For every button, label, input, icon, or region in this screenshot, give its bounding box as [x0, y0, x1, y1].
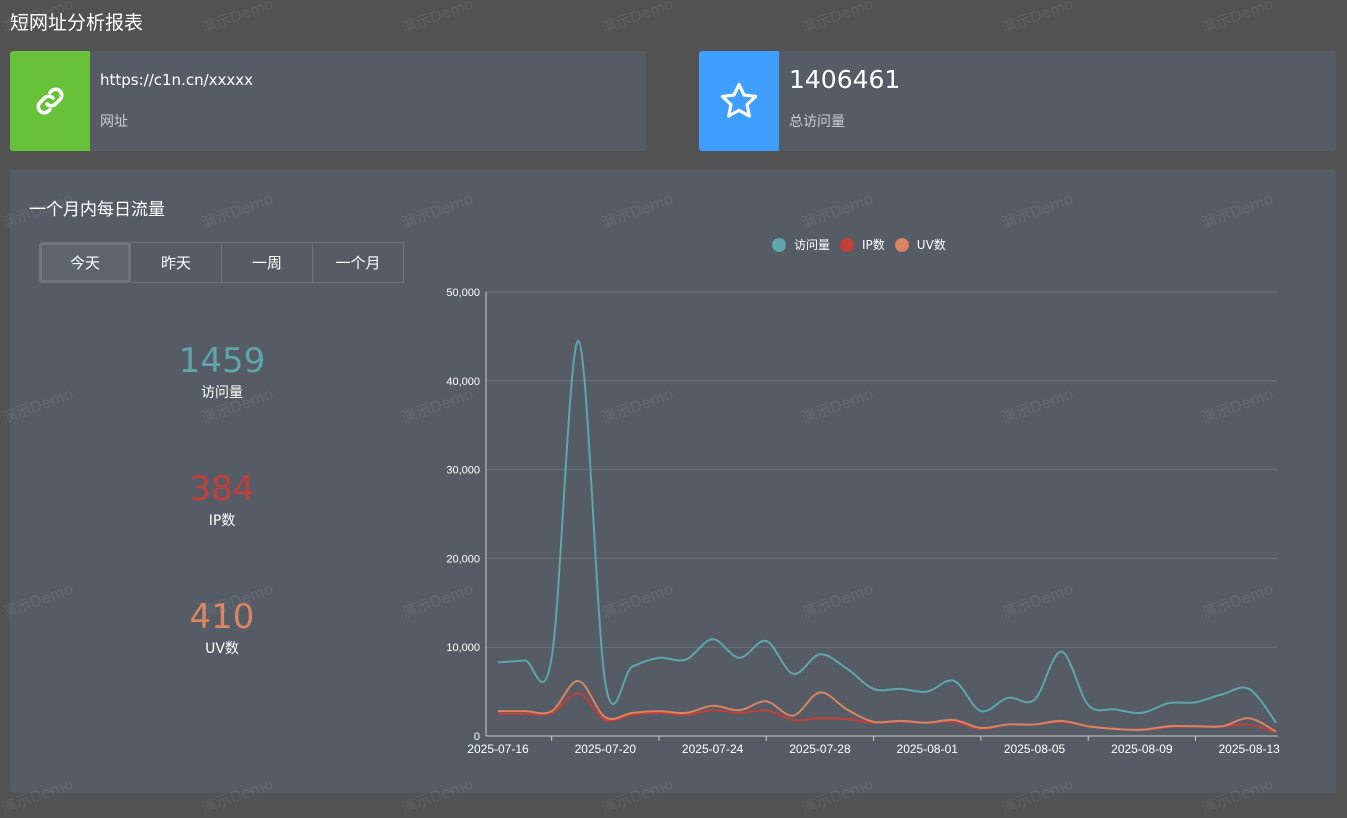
period-tabs: 今天 昨天 一周 一个月: [39, 242, 404, 283]
total-visits-label: 总访问量: [789, 114, 845, 130]
stat-ip: 384 IP数: [122, 470, 322, 530]
stat-visits-label: 访问量: [201, 385, 243, 401]
x-tick-label: 2025-07-28: [789, 742, 851, 756]
stat-ip-label: IP数: [208, 513, 236, 529]
x-tick-label: 2025-07-16: [467, 742, 529, 756]
stat-uv-label: UV数: [205, 641, 239, 657]
legend-item-uv[interactable]: UV数: [894, 236, 946, 253]
stat-uv: 410 UV数: [122, 598, 322, 658]
chart-legend: 访问量 IP数 UV数: [772, 236, 946, 253]
x-tick-label: 2025-07-24: [682, 742, 744, 756]
x-tick-label: 2025-07-20: [575, 742, 637, 756]
watermark-text: 演示Demo: [599, 0, 676, 38]
traffic-panel: 一个月内每日流量 今天 昨天 一周 一个月 1459 访问量 384 IP数 4…: [10, 170, 1336, 793]
stat-visits-value: 1459: [178, 341, 266, 381]
link-icon: [10, 51, 90, 151]
y-tick-label: 30,000: [446, 465, 480, 477]
series-line-visits: [497, 339, 1277, 724]
url-label: 网址: [100, 114, 128, 130]
legend-dot-visits: [772, 237, 786, 252]
legend-label-ip: IP数: [862, 238, 885, 252]
tab-week[interactable]: 一周: [221, 242, 313, 283]
series-line-uv: [498, 679, 1277, 733]
y-tick-label: 50,000: [446, 287, 480, 299]
legend-label-uv: UV数: [916, 238, 946, 252]
url-card: https://c1n.cn/xxxxx 网址: [10, 51, 646, 151]
watermark-text: 演示Demo: [199, 0, 276, 38]
y-tick-label: 0: [474, 731, 480, 743]
watermark-text: 演示Demo: [399, 0, 476, 38]
y-tick-label: 40,000: [446, 376, 480, 388]
legend-dot-uv: [894, 237, 909, 252]
page-title: 短网址分析报表: [10, 12, 144, 34]
legend-label-visits: 访问量: [794, 238, 831, 252]
legend-item-ip[interactable]: IP数: [840, 236, 885, 253]
tab-month[interactable]: 一个月: [312, 242, 404, 283]
total-visits-value: 1406461: [789, 65, 901, 94]
x-tick-label: 2025-08-05: [1004, 742, 1066, 756]
y-tick-label: 10,000: [446, 642, 480, 654]
stat-uv-value: 410: [189, 597, 255, 637]
total-visits-card: 1406461 总访问量: [699, 51, 1336, 151]
watermark-text: 演示Demo: [999, 0, 1076, 38]
url-value: https://c1n.cn/xxxxx: [100, 71, 254, 89]
legend-item-visits[interactable]: 访问量: [772, 236, 830, 253]
legend-dot-ip: [840, 237, 855, 252]
traffic-line-chart: 0 10,000 20,000 30,000 40,000 50,000 2025-07-1…: [446, 287, 1280, 756]
stat-ip-value: 384: [189, 469, 255, 509]
y-tick-label: 20,000: [446, 553, 480, 565]
x-tick-label: 2025-08-09: [1111, 742, 1173, 756]
watermark-text: 演示Demo: [1199, 0, 1276, 38]
panel-title: 一个月内每日流量: [29, 200, 165, 220]
x-tick-label: 2025-08-01: [897, 742, 959, 756]
stat-visits: 1459 访问量: [122, 342, 322, 402]
x-tick-label: 2025-08-13: [1218, 742, 1280, 756]
star-icon: [699, 51, 779, 151]
watermark-text: 演示Demo: [799, 0, 876, 38]
